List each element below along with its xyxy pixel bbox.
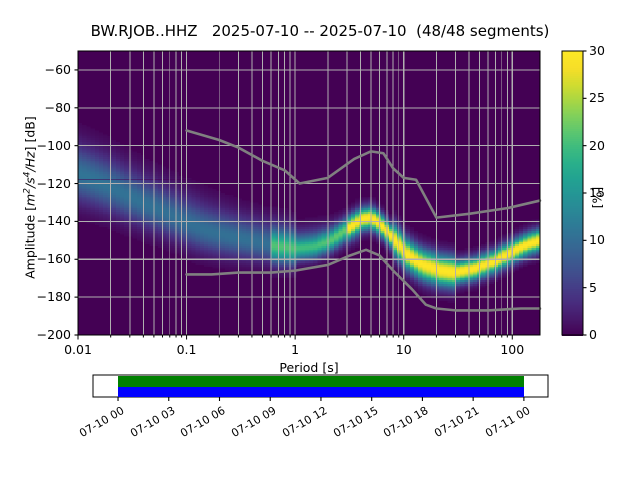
colorbar-tick-label: 10 [589,232,605,248]
data-coverage-timeline [92,374,549,401]
colorbar [561,50,587,336]
x-tick-label: 0.01 [64,342,92,357]
y-tick-label: −160 [36,251,71,267]
colorbar-tick-label: 30 [589,43,605,58]
ppsd-density-histogram [78,122,540,303]
y-tick-label: −100 [36,137,71,153]
colorbar-tick-label: 0 [589,327,597,342]
peterson-noise-models [185,129,542,312]
x-axis-label: Period [s] [279,360,339,375]
colorbar-tick-label: 25 [589,90,605,106]
coverage-bar-data-times [118,387,524,397]
y-tick-label: −180 [36,289,71,305]
page-title: BW.RJOB..HHZ 2025-07-10 -- 2025-07-10 (4… [90,22,550,40]
colorbar-tick-label: 20 [589,137,605,153]
y-tick-label: −140 [36,213,71,229]
x-tick-label: 1 [291,342,300,357]
coverage-bar-psd-segments [118,376,524,387]
colorbar-tick-label: 15 [589,185,605,200]
y-tick-label: −120 [36,175,71,191]
axes-frame [74,50,541,340]
x-tick-label: 100 [500,342,525,357]
y-tick-label: −200 [36,327,71,342]
y-tick-label: −60 [44,61,71,77]
colorbar-tick-label: 5 [589,279,597,295]
x-tick-label: 10 [395,342,412,357]
x-tick-label: 0.1 [176,342,197,357]
y-tick-label: −80 [44,99,71,115]
